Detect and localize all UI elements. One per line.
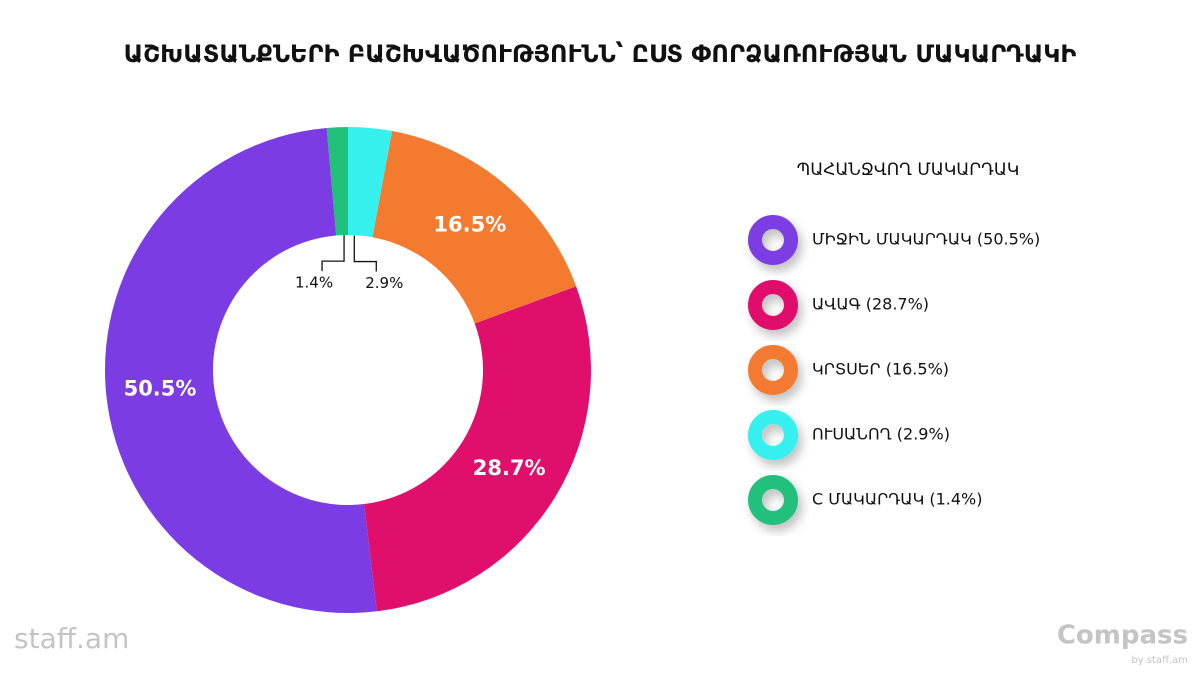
legend-label: ՈՒՍԱՆՈՂ (2.9%): [812, 425, 950, 444]
legend-label: ՄԻՋԻՆ ՄԱԿԱՐԴԱԿ (50.5%): [812, 230, 1040, 249]
value-label: 16.5%: [433, 213, 506, 237]
legend-marker: [748, 280, 798, 330]
legend-marker: [748, 410, 798, 460]
donut-slice: [348, 127, 393, 238]
donut-slice: [326, 127, 348, 236]
legend-marker: [748, 345, 798, 395]
donut-slice: [364, 286, 591, 612]
donut-slice: [104, 127, 377, 614]
legend-label: ԱՎԱԳ (28.7%): [812, 295, 929, 314]
leader-line: [353, 235, 377, 272]
legend-label: C ՄԱԿԱՐԴԱԿ (1.4%): [812, 490, 983, 509]
legend-marker: [748, 215, 798, 265]
legend-title: ՊԱՀԱՆՋՎՈՂ ՄԱԿԱՐԴԱԿ: [797, 160, 1020, 180]
value-label: 1.4%: [295, 274, 333, 292]
legend-marker: [748, 475, 798, 525]
value-label: 2.9%: [365, 274, 403, 292]
legend-label: ԿՐՏՍԵՐ (16.5%): [812, 360, 949, 379]
leader-line: [321, 235, 345, 272]
value-label: 50.5%: [124, 377, 197, 401]
value-label: 28.7%: [473, 456, 546, 480]
donut-slice: [372, 131, 577, 324]
logo-left: staff.am: [14, 622, 129, 655]
logo-right: Compass: [1057, 621, 1188, 651]
logo-right-sub: by staff.am: [1131, 655, 1188, 666]
chart-title: ԱՇԽԱՏԱՆՔՆԵՐԻ ԲԱՇԽՎԱԾՈՒԹՅՈՒՆՆ՝ ԸՍՏ ՓՈՐՁԱՌ…: [124, 40, 1077, 68]
